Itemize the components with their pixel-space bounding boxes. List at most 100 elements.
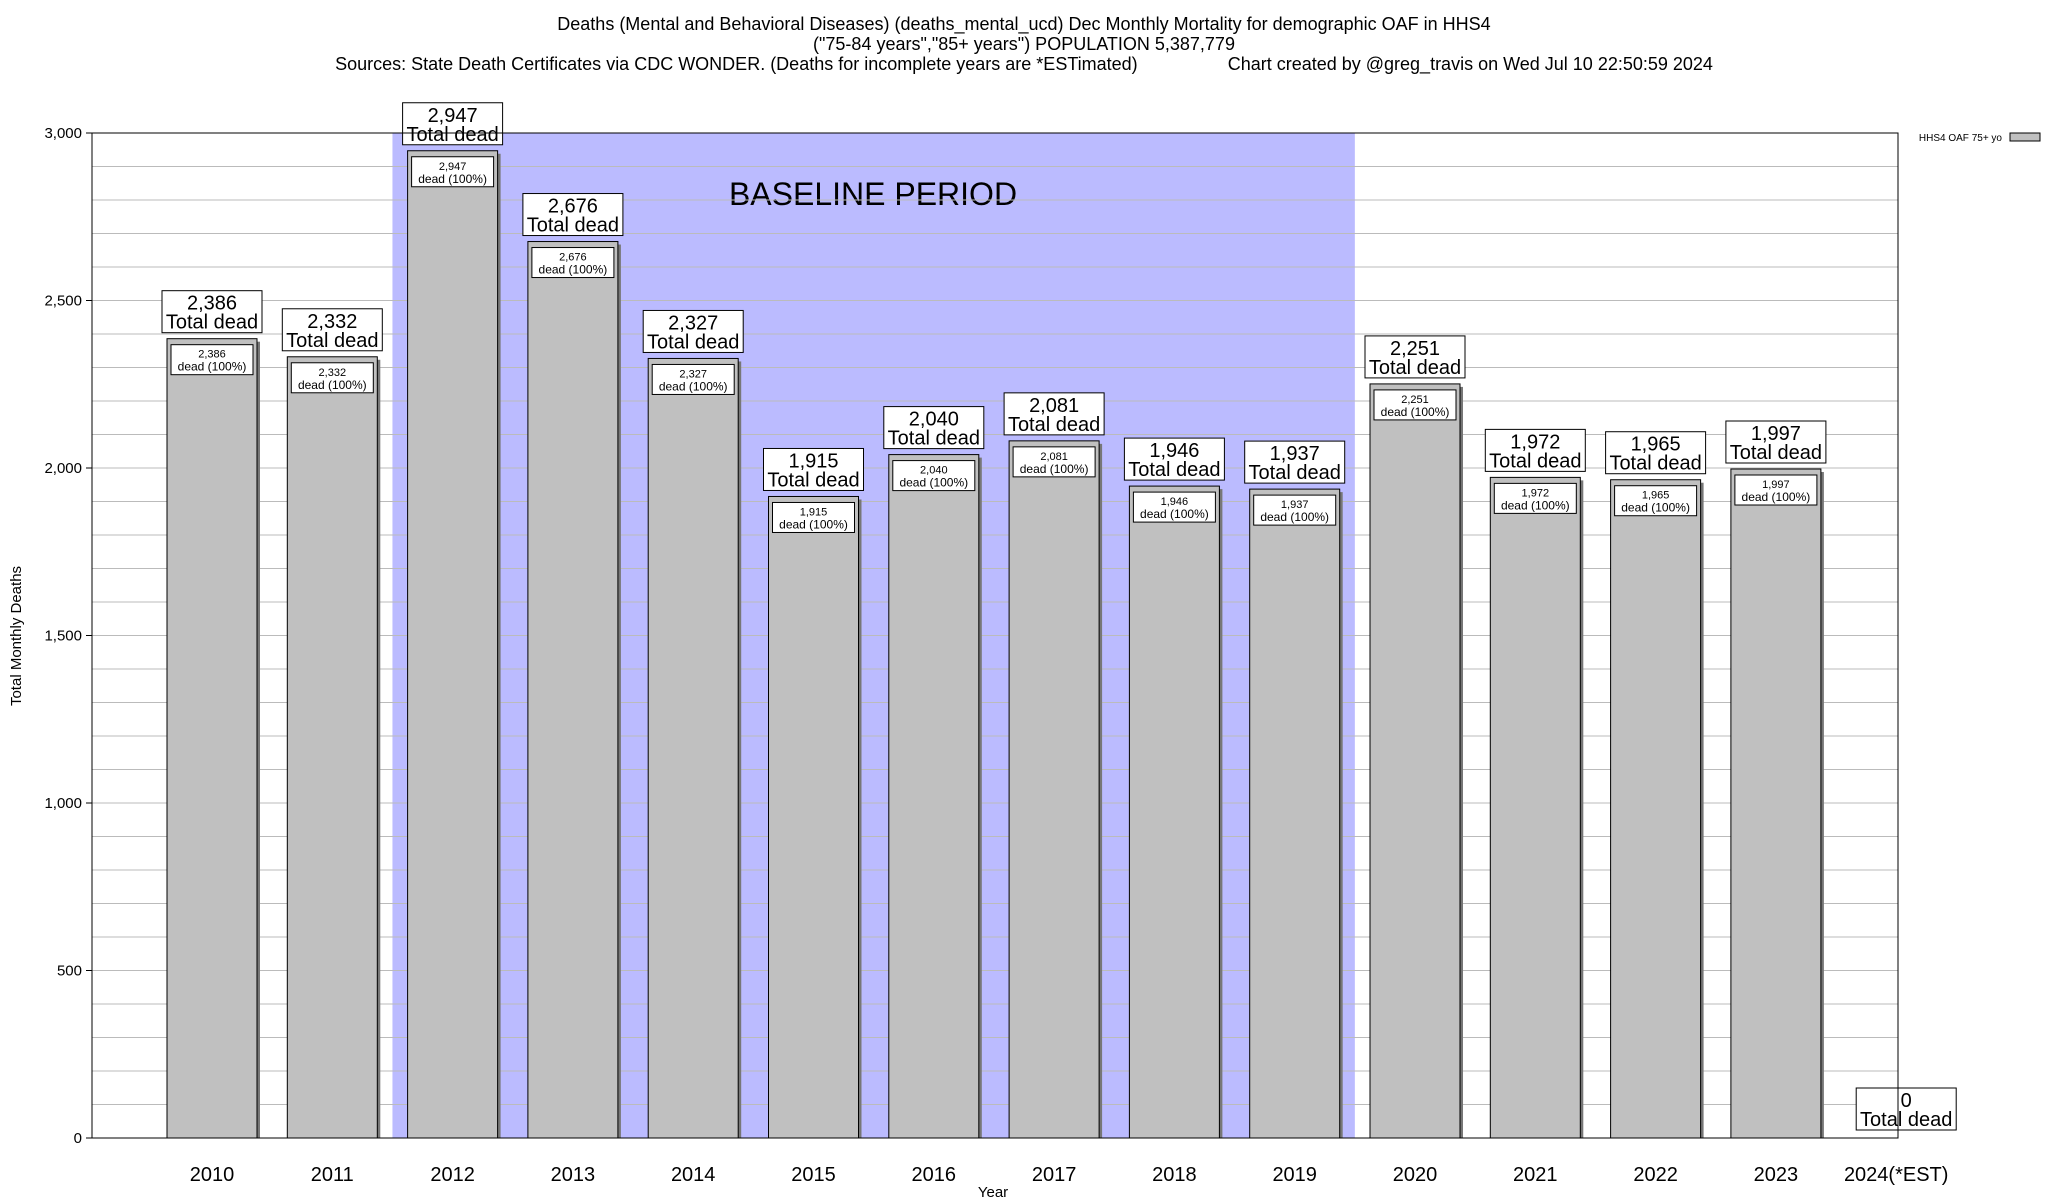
baseline-period-label: BASELINE PERIOD bbox=[729, 176, 1017, 212]
bar bbox=[1249, 488, 1341, 1139]
top-label-text: Total dead bbox=[1008, 414, 1100, 436]
inner-label-text: dead (100%) bbox=[779, 517, 848, 531]
top-label-value: 2,332 bbox=[307, 311, 357, 333]
top-label-text: Total dead bbox=[1489, 450, 1581, 472]
inner-label-text: dead (100%) bbox=[659, 379, 728, 393]
x-tick-label: 2011 bbox=[311, 1164, 354, 1186]
inner-label-box bbox=[411, 156, 495, 188]
bar bbox=[1730, 468, 1822, 1139]
bar bbox=[1610, 479, 1702, 1139]
y-tick-label: 1,000 bbox=[44, 795, 82, 812]
top-label-box bbox=[763, 447, 864, 491]
top-label-box bbox=[883, 406, 985, 450]
top-label-box bbox=[1123, 437, 1225, 481]
top-label-box bbox=[281, 308, 383, 352]
x-axis-label: Year bbox=[978, 1184, 1008, 1200]
x-tick-label: 2010 bbox=[190, 1164, 235, 1186]
chart-title-line-3: Sources: State Death Certificates via CD… bbox=[335, 54, 1713, 74]
x-tick-label: 2021 bbox=[1513, 1164, 1558, 1186]
top-label-value: 2,251 bbox=[1390, 338, 1440, 360]
y-tick-label: 2,000 bbox=[44, 460, 82, 477]
inner-label-text: dead (100%) bbox=[1381, 405, 1450, 419]
top-label-value: 0 bbox=[1901, 1090, 1912, 1112]
inner-label-text: dead (100%) bbox=[1621, 501, 1690, 515]
inner-label-value: 2,676 bbox=[559, 252, 587, 264]
inner-label-box bbox=[531, 247, 615, 279]
inner-label-box bbox=[892, 460, 976, 492]
top-label-value: 1,965 bbox=[1631, 434, 1681, 456]
top-label-text: Total dead bbox=[647, 331, 739, 353]
top-label-box bbox=[1364, 335, 1466, 379]
top-label-value: 2,386 bbox=[187, 293, 237, 315]
chart-title-line-2: ("75-84 years","85+ years") POPULATION 5… bbox=[813, 34, 1235, 54]
inner-label-text: dead (100%) bbox=[1140, 507, 1209, 521]
inner-label-box bbox=[1373, 389, 1457, 421]
y-tick-label: 0 bbox=[74, 1130, 82, 1147]
inner-label-value: 2,386 bbox=[198, 349, 226, 361]
top-label-text: Total dead bbox=[1128, 459, 1220, 481]
inner-label-box bbox=[1012, 446, 1096, 478]
inner-label-value: 2,040 bbox=[920, 465, 948, 477]
inner-label-box bbox=[1734, 474, 1818, 506]
inner-label-value: 1,937 bbox=[1281, 499, 1309, 511]
inner-label-box bbox=[290, 362, 374, 394]
bar bbox=[1489, 476, 1581, 1139]
top-label-text: Total dead bbox=[286, 330, 378, 352]
y-axis-label: Total Monthly Deaths bbox=[8, 566, 25, 706]
inner-label-value: 1,972 bbox=[1522, 487, 1550, 499]
inner-label-box bbox=[651, 363, 735, 395]
inner-label-text: dead (100%) bbox=[1742, 490, 1811, 504]
inner-label-value: 1,915 bbox=[800, 506, 828, 518]
inner-label-value: 2,081 bbox=[1040, 451, 1068, 463]
bar bbox=[1369, 383, 1461, 1139]
top-label-text: Total dead bbox=[406, 124, 498, 146]
y-tick-label: 500 bbox=[57, 963, 82, 980]
inner-label-box bbox=[1614, 485, 1698, 517]
top-label-value: 2,040 bbox=[909, 409, 959, 431]
bar bbox=[888, 454, 980, 1139]
top-label-box bbox=[642, 309, 744, 353]
top-label-value: 1,937 bbox=[1270, 443, 1320, 465]
bar bbox=[647, 357, 739, 1139]
top-label-value: 1,915 bbox=[788, 450, 838, 472]
y-tick-label: 2,500 bbox=[44, 293, 82, 310]
x-tick-label: 2023 bbox=[1754, 1164, 1799, 1186]
bar bbox=[1128, 485, 1220, 1139]
top-label-value: 1,972 bbox=[1510, 431, 1560, 453]
inner-label-text: dead (100%) bbox=[1260, 510, 1329, 524]
top-label-box bbox=[1003, 392, 1105, 436]
bar bbox=[1008, 440, 1100, 1139]
x-tick-label: 2014 bbox=[671, 1164, 716, 1186]
inner-label-value: 2,251 bbox=[1401, 394, 1429, 406]
top-label-value: 2,327 bbox=[668, 312, 718, 334]
x-tick-label: 2022 bbox=[1633, 1164, 1678, 1186]
top-label-text: Total dead bbox=[1369, 357, 1461, 379]
top-label-box bbox=[522, 193, 624, 237]
inner-label-box bbox=[772, 501, 855, 533]
x-tick-label: 2024(*EST) bbox=[1844, 1164, 1949, 1186]
inner-label-text: dead (100%) bbox=[1020, 462, 1089, 476]
bar bbox=[286, 356, 378, 1139]
inner-label-text: dead (100%) bbox=[418, 172, 487, 186]
x-tick-label: 2016 bbox=[912, 1164, 957, 1186]
top-label-text: Total dead bbox=[1609, 453, 1701, 475]
top-label-text: Total dead bbox=[527, 215, 619, 237]
bar bbox=[768, 495, 859, 1139]
inner-label-value: 2,332 bbox=[319, 367, 347, 379]
top-label-box bbox=[161, 290, 263, 334]
inner-label-value: 2,947 bbox=[439, 161, 467, 173]
top-label-box bbox=[1855, 1087, 1957, 1131]
inner-label-text: dead (100%) bbox=[298, 378, 367, 392]
x-tick-label: 2017 bbox=[1032, 1164, 1077, 1186]
top-label-box bbox=[402, 102, 504, 146]
inner-label-text: dead (100%) bbox=[1501, 498, 1570, 512]
x-tick-label: 2012 bbox=[430, 1164, 475, 1186]
bar bbox=[407, 150, 499, 1139]
inner-label-box bbox=[1493, 482, 1577, 514]
inner-label-box bbox=[1253, 494, 1337, 526]
top-label-text: Total dead bbox=[767, 469, 859, 491]
top-label-text: Total dead bbox=[888, 428, 980, 450]
top-label-text: Total dead bbox=[166, 312, 258, 334]
inner-label-box bbox=[1132, 491, 1216, 523]
